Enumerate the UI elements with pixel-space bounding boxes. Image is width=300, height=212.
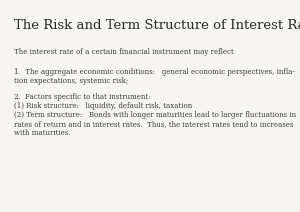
Text: (1) Risk structure:   liquidity, default risk, taxation: (1) Risk structure: liquidity, default r… (14, 102, 192, 110)
Text: 1.  The aggregate economic conditions:   general economic perspectives, infla-: 1. The aggregate economic conditions: ge… (14, 68, 294, 76)
Text: The Risk and Term Structure of Interest Rates: The Risk and Term Structure of Interest … (14, 19, 300, 32)
Text: (2) Term structure:   Bonds with longer maturities lead to larger fluctuations i: (2) Term structure: Bonds with longer ma… (14, 111, 296, 119)
Text: tion expectations, systemic risk;: tion expectations, systemic risk; (14, 77, 128, 85)
Text: with maturities.: with maturities. (14, 129, 70, 137)
Text: 2.  Factors specific to that instrument:: 2. Factors specific to that instrument: (14, 93, 150, 101)
Text: rates of return and in interest rates.  Thus, the interest rates tend to increas: rates of return and in interest rates. T… (14, 120, 293, 128)
Text: The interest rate of a certain financial instrument may reflect: The interest rate of a certain financial… (14, 48, 233, 56)
